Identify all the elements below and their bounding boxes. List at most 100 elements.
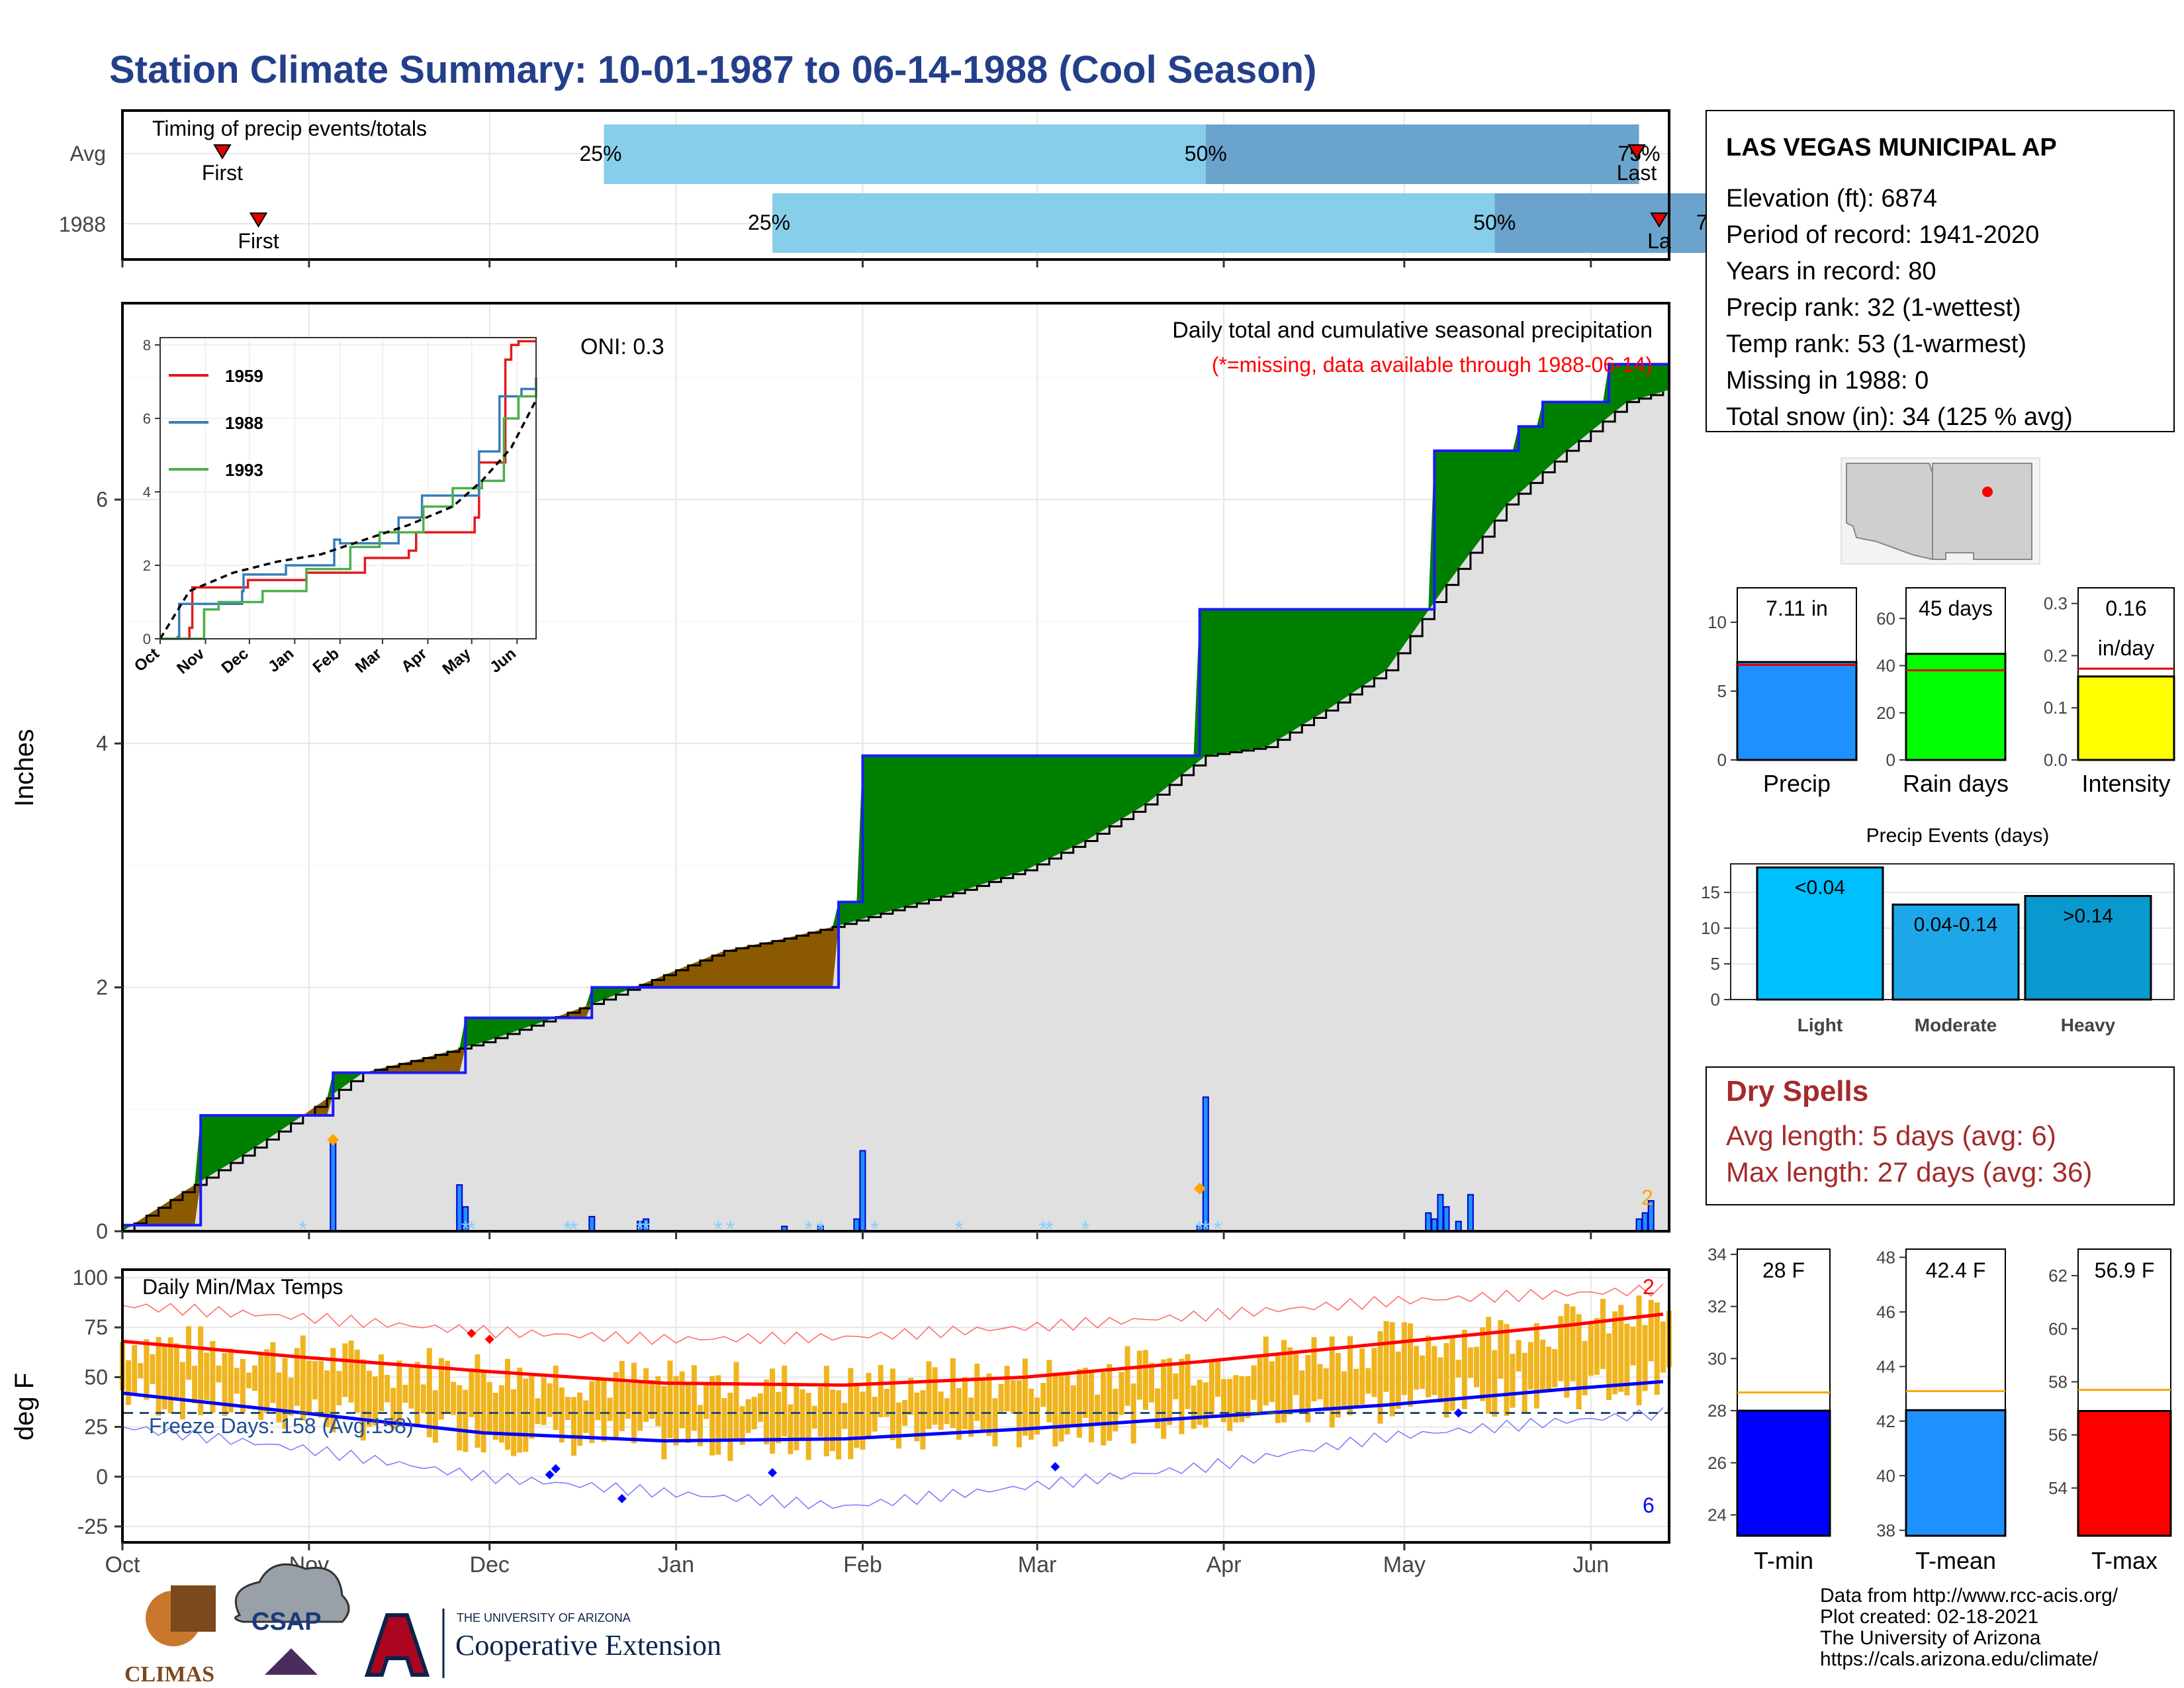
daily-temp-bar (619, 1360, 625, 1432)
daily-temp-bar (776, 1391, 782, 1444)
daily-temp-bar (246, 1372, 251, 1389)
daily-temp-bar (1287, 1347, 1293, 1415)
daily-temp-bar (1113, 1389, 1118, 1432)
inset-x-tick-label: Feb (310, 645, 343, 677)
footer-logos: CLIMAS CSAP THE UNIVERSITY OF ARIZONA Co… (124, 1563, 721, 1687)
station-years: Years in record: 80 (1726, 258, 1936, 285)
daily-temp-bar (1167, 1358, 1173, 1425)
daily-temp-bar (228, 1348, 234, 1413)
month-label: May (1383, 1552, 1426, 1577)
precip-events-chart: Precip Events (days) <0.04 Light 0.04-0.14… (1701, 825, 2175, 1035)
events-y-tick-label: 0 (1711, 990, 1720, 1009)
daily-temp-bar (1648, 1299, 1654, 1362)
station-location-marker (1982, 487, 1993, 497)
daily-temp-bar (1323, 1368, 1329, 1411)
precip-frame (121, 302, 1670, 1233)
inset-line-1993 (160, 385, 537, 640)
daily-temp-bar (1414, 1346, 1420, 1390)
mini-temp-label: T-mean (1915, 1547, 1996, 1574)
timing-bar-lower-Avg (604, 124, 1206, 184)
daily-temp-bar (1275, 1356, 1281, 1423)
season-cumulative-line (122, 363, 1669, 1227)
daily-temp-bar (889, 1368, 895, 1440)
daily-temp-bar (342, 1343, 348, 1397)
daily-temp-bar (1432, 1346, 1437, 1395)
daily-temp-bar (1546, 1346, 1552, 1391)
last-event-label: Last (1617, 161, 1657, 185)
daily-temp-bar (486, 1382, 492, 1434)
daily-temp-bar (691, 1365, 697, 1431)
daily-temp-bar (1624, 1323, 1630, 1395)
daily-temp-bar (1179, 1358, 1185, 1434)
daily-temp-bar (1480, 1327, 1486, 1401)
daily-temp-bar (1028, 1388, 1034, 1440)
first-event-label: First (238, 229, 279, 253)
daily-temp-bar (150, 1354, 156, 1384)
daily-temp-bar (336, 1371, 342, 1405)
timing-p50-label: 50% (1473, 211, 1516, 234)
daily-temp-bar (577, 1392, 583, 1446)
daily-temp-bar (385, 1374, 390, 1403)
record-high-marker (484, 1335, 494, 1344)
daily-temp-bar (1510, 1354, 1516, 1408)
daily-temp-bar (559, 1387, 565, 1443)
daily-temp-bar (144, 1339, 150, 1400)
mini-temp-tick-label: 62 (2048, 1266, 2068, 1286)
temp-ylabel: deg F (10, 1373, 39, 1440)
daily-temp-bar (565, 1397, 570, 1421)
daily-temp-bar (998, 1383, 1004, 1412)
daily-temp-bar (547, 1383, 553, 1417)
daily-temp-bar (649, 1380, 655, 1419)
precip-corner-count: 2 (1641, 1186, 1653, 1209)
daily-temp-bar (402, 1384, 408, 1403)
daily-temp-bar (1118, 1372, 1124, 1415)
daily-temp-bar (354, 1349, 360, 1413)
daily-temp-bar (914, 1392, 920, 1442)
daily-temp-bar (288, 1378, 294, 1416)
record-high-line (122, 1283, 1664, 1345)
daily-temp-bar (817, 1387, 823, 1437)
inset-x-tick-label: Apr (398, 645, 430, 676)
daily-temp-bar (1004, 1366, 1010, 1411)
legend-1959: 1959 (225, 366, 263, 386)
daily-temp-bar (1552, 1348, 1558, 1387)
daily-temp-bar (872, 1396, 878, 1432)
daily-temp-bar (438, 1358, 444, 1420)
inset-x-tick-label: Jan (265, 645, 297, 676)
daily-temp-bar (1461, 1329, 1467, 1409)
daily-temp-bar (860, 1391, 866, 1450)
daily-temp-bar (216, 1365, 222, 1383)
daily-temp-bar (643, 1368, 649, 1422)
snow-marker: * (569, 1217, 578, 1242)
missing-note: (*=missing, data available through 1988-… (1212, 353, 1653, 377)
daily-temp-bar (312, 1361, 318, 1400)
daily-precip-bar (1431, 1218, 1438, 1233)
daily-temp-bar (372, 1376, 378, 1426)
mini-temp-bar-0 (1736, 1409, 1831, 1537)
freeze-days: Freeze Days: 158 (Avg:158) (149, 1414, 414, 1438)
daily-temp-bar (1540, 1339, 1546, 1393)
daily-temp-bar (884, 1389, 889, 1417)
daily-temp-bar (1082, 1368, 1088, 1418)
events-bar-2 (2024, 895, 2152, 1001)
daily-temp-bar (1576, 1314, 1582, 1410)
daily-temp-bar (258, 1354, 264, 1420)
month-label: Mar (1018, 1552, 1057, 1577)
daily-temp-bar (715, 1375, 721, 1455)
temp-y-tick-label: 75 (84, 1315, 108, 1339)
daily-temp-bar (571, 1397, 577, 1456)
daily-temp-bar (811, 1405, 817, 1429)
snow-marker: * (726, 1217, 735, 1242)
daily-temp-bar (1227, 1378, 1233, 1431)
daily-temp-bar (535, 1398, 541, 1425)
daily-temp-bar (1377, 1331, 1383, 1424)
mini-temp-value: 28 F (1762, 1258, 1805, 1282)
daily-precip-bar (853, 1218, 860, 1233)
daily-temp-bar (1197, 1380, 1203, 1425)
daily-temp-bar (733, 1362, 739, 1440)
daily-temp-bar (986, 1373, 992, 1436)
daily-precip-bar (1467, 1194, 1474, 1232)
daily-temp-bar (944, 1398, 950, 1425)
daily-temp-bar (1293, 1354, 1299, 1395)
